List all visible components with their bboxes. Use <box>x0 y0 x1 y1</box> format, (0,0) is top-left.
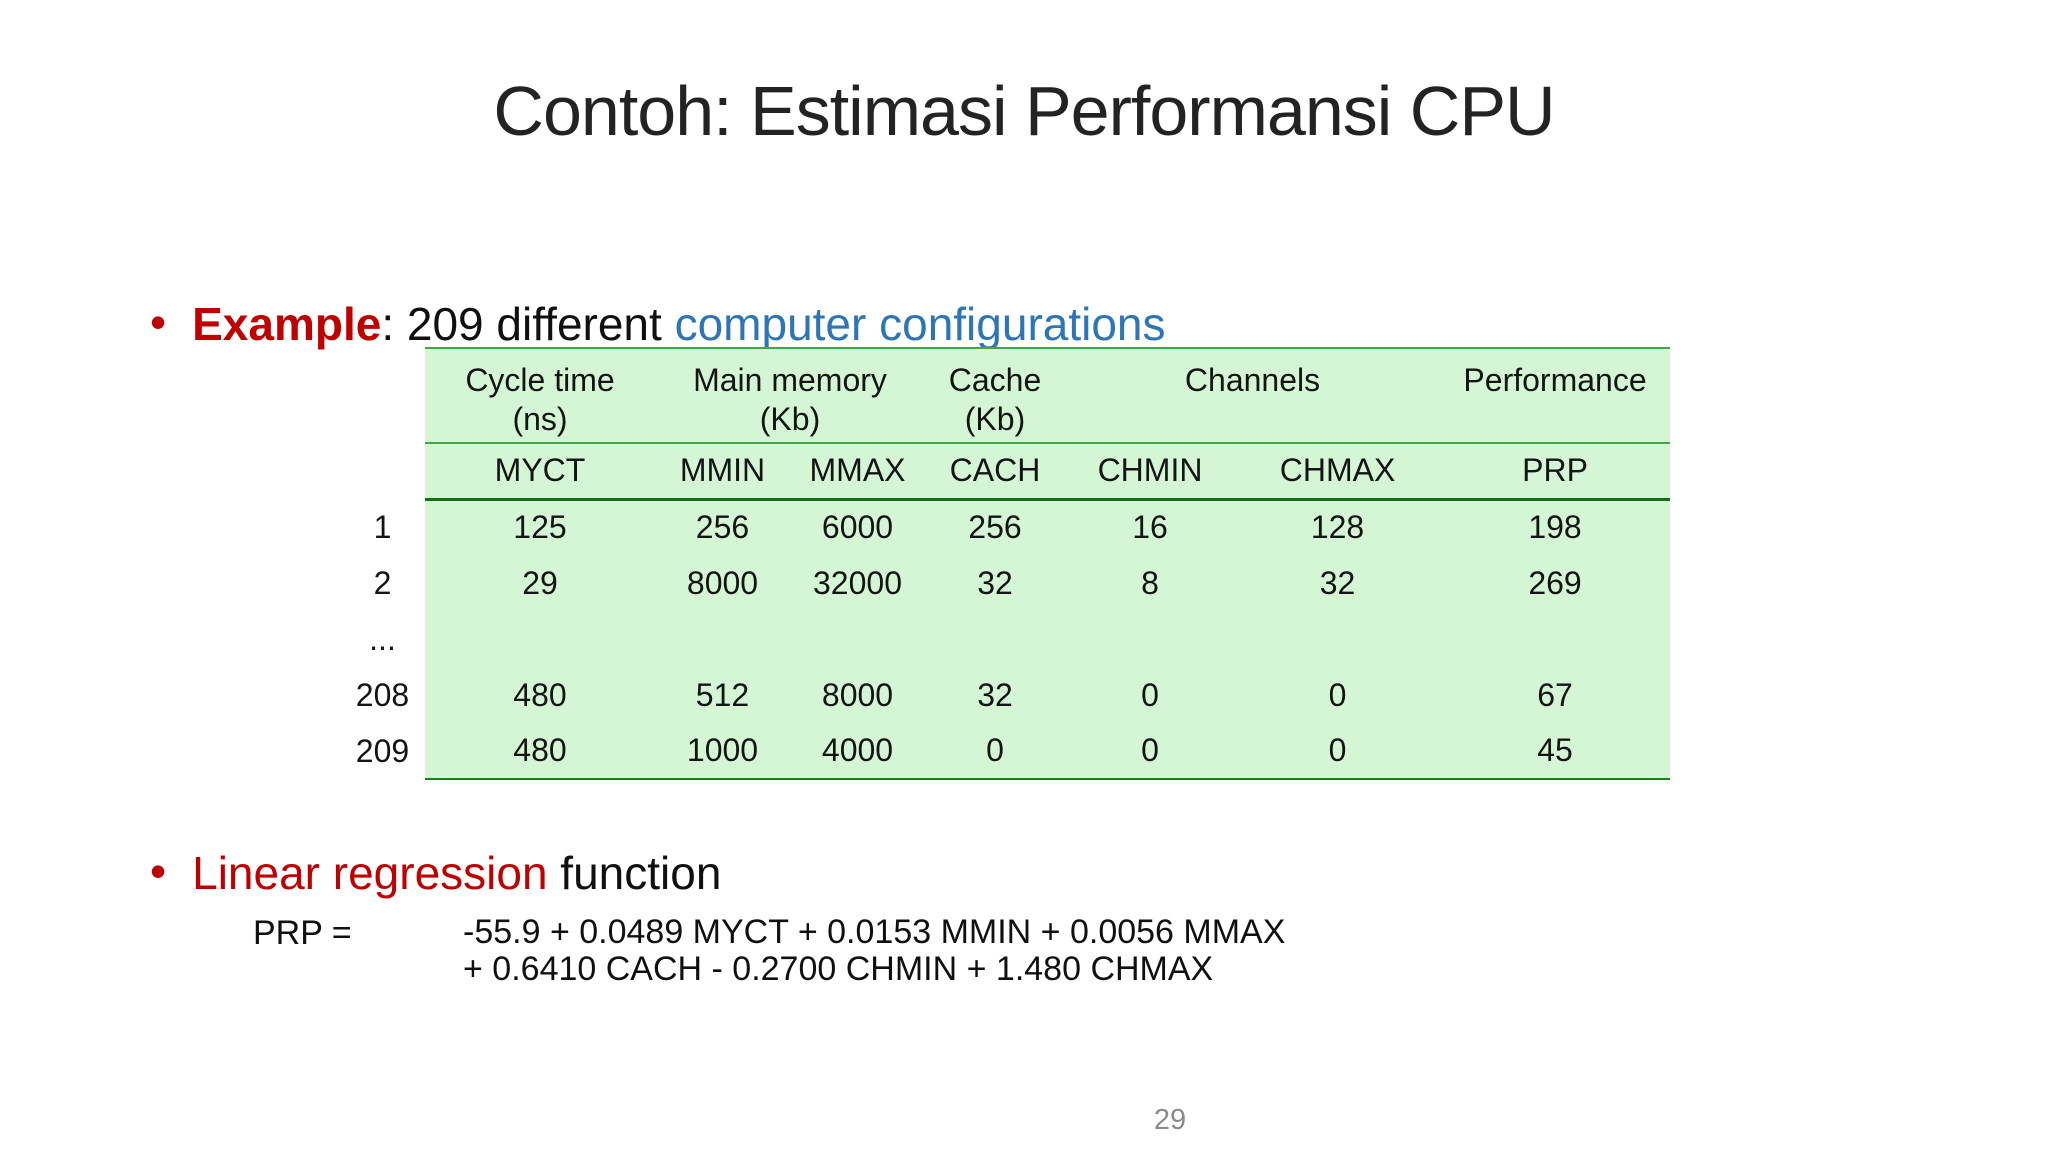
row-label: 208 <box>355 676 410 713</box>
table-group-header-row: Cycle time (ns) Main memory (Kb) Cache (Kb)… <box>340 347 1671 444</box>
group-header-unit: (ns) <box>512 401 568 438</box>
cpu-table-container: Cycle time (ns) Main memory (Kb) Cache (Kb)… <box>340 347 1671 780</box>
cell-prp: 45 <box>1440 723 1671 780</box>
group-header-label: Performance <box>1463 362 1647 398</box>
group-header-cache: Cache (Kb) <box>925 347 1065 444</box>
table-row: 2 29 8000 32000 32 8 32 269 <box>340 555 1671 611</box>
cell-cach <box>925 611 1065 667</box>
formula-lhs: PRP = <box>253 914 352 952</box>
row-label: 209 <box>355 732 410 769</box>
column-header-cach: CACH <box>925 443 1065 501</box>
cell-chmin <box>1065 611 1235 667</box>
cell-chmin: 16 <box>1065 499 1235 555</box>
cell-mmax: 32000 <box>790 555 925 611</box>
cell-mmin: 256 <box>655 499 790 555</box>
cell-chmax <box>1235 611 1441 667</box>
table-column-header-row: MYCT MMIN MMAX CACH CHMIN CHMAX PRP <box>340 443 1671 501</box>
cell-myct: 29 <box>425 555 655 611</box>
example-label: Example <box>192 298 382 350</box>
cell-cach: 0 <box>925 723 1065 780</box>
cell-chmin: 0 <box>1065 667 1235 723</box>
group-header-label: Cache <box>948 362 1042 398</box>
cell-mmax: 6000 <box>790 499 925 555</box>
example-bullet-line: • Example: 209 different computer configu… <box>150 296 1166 351</box>
group-header-main-memory: Main memory (Kb) <box>655 347 925 444</box>
cell-cach: 32 <box>925 667 1065 723</box>
cell-chmin: 8 <box>1065 555 1235 611</box>
cell-prp: 269 <box>1440 555 1671 611</box>
row-label-spacer <box>340 443 425 499</box>
group-header-unit: (Kb) <box>964 401 1026 438</box>
column-header-chmax: CHMAX <box>1235 443 1441 501</box>
cell-chmax: 0 <box>1235 667 1441 723</box>
formula-body: -55.9 + 0.0489 MYCT + 0.0153 MMIN + 0.00… <box>463 914 1285 988</box>
column-header-myct: MYCT <box>425 443 655 501</box>
group-header-performance: Performance <box>1440 347 1671 444</box>
cell-cach: 256 <box>925 499 1065 555</box>
column-header-mmax: MMAX <box>790 443 925 501</box>
cell-prp <box>1440 611 1671 667</box>
cell-mmin: 8000 <box>655 555 790 611</box>
page-title: Contoh: Estimasi Performansi CPU <box>493 71 1555 150</box>
formula-line-2: + 0.6410 CACH - 0.2700 CHMIN + 1.480 CHM… <box>463 950 1214 988</box>
group-header-unit: (Kb) <box>759 401 821 438</box>
page-number: 29 <box>1153 1104 1187 1136</box>
bullet-icon: • <box>150 845 167 897</box>
cell-myct: 480 <box>425 723 655 780</box>
table-row-ellipsis: ... <box>340 611 1671 667</box>
row-label: 1 <box>373 508 392 545</box>
column-header-prp: PRP <box>1440 443 1671 501</box>
cell-mmin: 1000 <box>655 723 790 780</box>
cell-myct <box>425 611 655 667</box>
cell-mmin: 512 <box>655 667 790 723</box>
cell-chmax: 0 <box>1235 723 1441 780</box>
row-label-spacer <box>340 348 425 443</box>
cell-mmax <box>790 611 925 667</box>
column-header-chmin: CHMIN <box>1065 443 1235 501</box>
formula-line-1: -55.9 + 0.0489 MYCT + 0.0153 MMIN + 0.00… <box>463 913 1286 951</box>
cell-prp: 67 <box>1440 667 1671 723</box>
group-header-label: Cycle time <box>465 362 615 398</box>
cpu-configurations-table: Cycle time (ns) Main memory (Kb) Cache (Kb)… <box>340 347 1671 780</box>
computer-configurations-link[interactable]: computer configurations <box>674 298 1166 350</box>
cell-prp: 198 <box>1440 499 1671 555</box>
table-row: 1 125 256 6000 256 16 128 198 <box>340 499 1671 555</box>
group-header-cycle-time: Cycle time (ns) <box>425 347 655 444</box>
group-header-label: Main memory <box>693 362 887 398</box>
cell-mmax: 4000 <box>790 723 925 780</box>
function-label: function <box>547 847 722 899</box>
cell-chmin: 0 <box>1065 723 1235 780</box>
regression-bullet-line: • Linear regression function <box>150 845 722 900</box>
cell-chmax: 128 <box>1235 499 1441 555</box>
cell-myct: 125 <box>425 499 655 555</box>
example-text: : 209 different <box>381 298 675 350</box>
column-header-mmin: MMIN <box>655 443 790 501</box>
table-row: 208 480 512 8000 32 0 0 67 <box>340 667 1671 723</box>
group-header-label: Channels <box>1184 362 1321 398</box>
row-label: 2 <box>373 564 392 601</box>
cell-myct: 480 <box>425 667 655 723</box>
table-row: 209 480 1000 4000 0 0 0 45 <box>340 723 1671 780</box>
row-label: ... <box>369 620 396 657</box>
cell-mmin <box>655 611 790 667</box>
cell-cach: 32 <box>925 555 1065 611</box>
group-header-channels: Channels <box>1065 347 1441 444</box>
cell-chmax: 32 <box>1235 555 1441 611</box>
linear-regression-label: Linear regression <box>192 847 548 899</box>
bullet-icon: • <box>150 296 167 348</box>
cell-mmax: 8000 <box>790 667 925 723</box>
